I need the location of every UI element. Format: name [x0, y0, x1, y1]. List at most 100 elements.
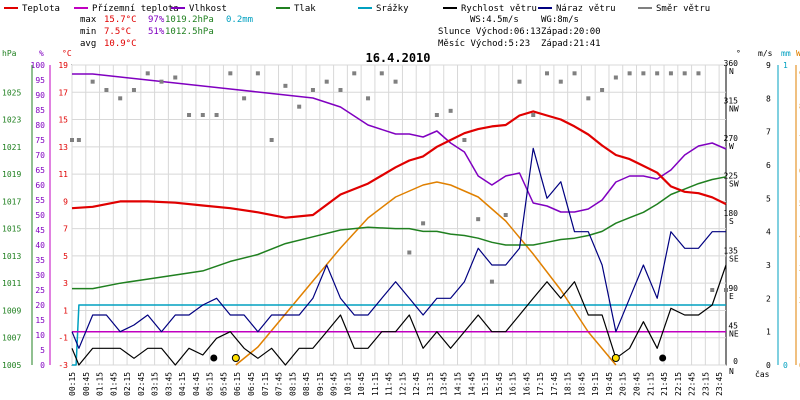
pct-tick-label: 70 [35, 151, 45, 160]
wind-direction-point [269, 138, 274, 142]
dir-tick-label: 45 [728, 322, 738, 331]
pct-tick-label: 45 [35, 226, 45, 235]
hpa-tick-label: 1005 [2, 361, 21, 370]
pct-tick-label: 15 [35, 316, 45, 325]
ms-tick-label: 7 [766, 128, 771, 137]
wind-direction-point [297, 104, 302, 109]
ms-axis-label: m/s [758, 49, 773, 58]
temp-tick-label: -1 [58, 334, 68, 343]
x-tick-label: 19:15 [591, 372, 600, 396]
legend-temp-label: Teplota [22, 4, 60, 14]
x-tick-label: 09:15 [316, 372, 325, 396]
wind-direction-point [545, 71, 550, 76]
hpa-tick-label: 1025 [2, 88, 21, 97]
x-tick-label: 12:45 [412, 372, 421, 396]
wind-direction-point [462, 138, 467, 142]
chart-grid [71, 64, 727, 366]
pct-tick-label: 20 [35, 301, 45, 310]
temp-tick-label: 7 [63, 225, 68, 234]
pct-tick-label: 25 [35, 286, 45, 295]
x-tick-label: 01:15 [96, 372, 105, 396]
x-tick-label: 17:45 [550, 372, 559, 396]
temp-tick-label: 13 [58, 143, 68, 152]
wind-direction-point [338, 88, 343, 92]
info-ws: WS:4.5m/s [470, 15, 519, 25]
stat-row-label: max [80, 15, 97, 25]
dir-tick-label: 180 [724, 209, 739, 218]
wind-direction-point [517, 79, 522, 84]
x-axis-label: čas [755, 369, 770, 379]
wind-direction-point [393, 79, 398, 84]
chart-legend: Teplota Přízemní teplota Vlhkost Tlak Srážky… [4, 4, 710, 14]
mm-tick-label: 1 [783, 61, 788, 70]
x-tick-label: 06:15 [233, 372, 242, 396]
legend-feels-label: Přízemní teplota [92, 4, 179, 14]
hpa-tick-label: 1011 [2, 279, 21, 288]
wind-direction-point [531, 113, 536, 117]
dir-compass-label: E [729, 292, 734, 301]
temp-tick-label: 19 [58, 61, 68, 70]
wind-direction-point [228, 71, 233, 76]
moon-marker-icon [210, 354, 218, 362]
stat-temp: 15.7°C [104, 15, 137, 25]
x-tick-label: 19:45 [605, 372, 614, 396]
wind-direction-point [242, 96, 247, 101]
pct-tick-label: 60 [35, 181, 45, 190]
series-gust-line [71, 147, 726, 349]
legend-gust-label: Náraz větru [556, 4, 616, 14]
wind-direction-point [352, 71, 357, 76]
temp-tick-label: 3 [63, 279, 68, 288]
dir-axis-label: ° [736, 49, 741, 58]
x-tick-label: 14:15 [454, 372, 463, 396]
x-tick-label: 00:45 [82, 372, 91, 396]
info-wg: WG:8m/s [541, 15, 579, 25]
legend-hum-label: Vlhkost [189, 4, 227, 14]
ms-tick-label: 4 [766, 228, 771, 237]
x-tick-label: 15:45 [495, 372, 504, 396]
pct-tick-label: 85 [35, 106, 45, 115]
x-tick-label: 12:15 [398, 372, 407, 396]
info-moon-set: Západ:21:41 [541, 39, 601, 49]
hpa-tick-label: 1013 [2, 252, 21, 261]
legend-dir-label: Směr větru [656, 4, 710, 14]
pct-tick-label: 35 [35, 256, 45, 265]
x-tick-label: 21:45 [660, 372, 669, 396]
temp-tick-label: 5 [63, 252, 68, 261]
stat-row-label: min [80, 27, 96, 37]
ms-tick-label: 8 [766, 94, 771, 103]
wind-direction-point [558, 79, 563, 84]
wind-direction-point [324, 79, 329, 84]
mm-tick-label: 0 [783, 361, 788, 370]
x-tick-label: 03:15 [151, 372, 160, 396]
hpa-tick-label: 1009 [2, 306, 21, 315]
dir-compass-label: W [729, 142, 734, 151]
hpa-tick-label: 1017 [2, 197, 21, 206]
pct-tick-label: 90 [35, 91, 45, 100]
x-tick-label: 00:15 [68, 372, 77, 396]
x-tick-label: 20:15 [619, 372, 628, 396]
wind-direction-point [366, 96, 371, 101]
wind-direction-point [503, 213, 508, 217]
pct-tick-label: 40 [35, 241, 45, 250]
x-tick-label: 10:15 [343, 372, 352, 396]
chart-title: 16.4.2010 [365, 51, 430, 65]
wind-direction-point [641, 71, 646, 76]
x-tick-label: 22:45 [688, 372, 697, 396]
wind-direction-point [407, 250, 412, 255]
wind-direction-point [724, 288, 728, 292]
pct-axis-label: % [39, 49, 44, 58]
x-tick-label: 16:15 [509, 372, 518, 396]
wind-direction-point [613, 75, 618, 80]
dir-compass-label: NW [729, 105, 739, 114]
wind-direction-point [118, 96, 123, 101]
dir-tick-label: 360 [724, 59, 739, 68]
wind-direction-point [200, 113, 205, 117]
dir-tick-label: 0 [733, 357, 738, 366]
x-tick-label: 05:15 [206, 372, 215, 396]
pct-tick-label: 95 [35, 76, 45, 85]
stat-rain: 0.2mm [226, 15, 253, 25]
wm2-axis-label: W [796, 49, 800, 58]
x-tick-label: 22:15 [674, 372, 683, 396]
wind-direction-point [283, 83, 288, 88]
stat-hum: 51% [148, 27, 165, 37]
